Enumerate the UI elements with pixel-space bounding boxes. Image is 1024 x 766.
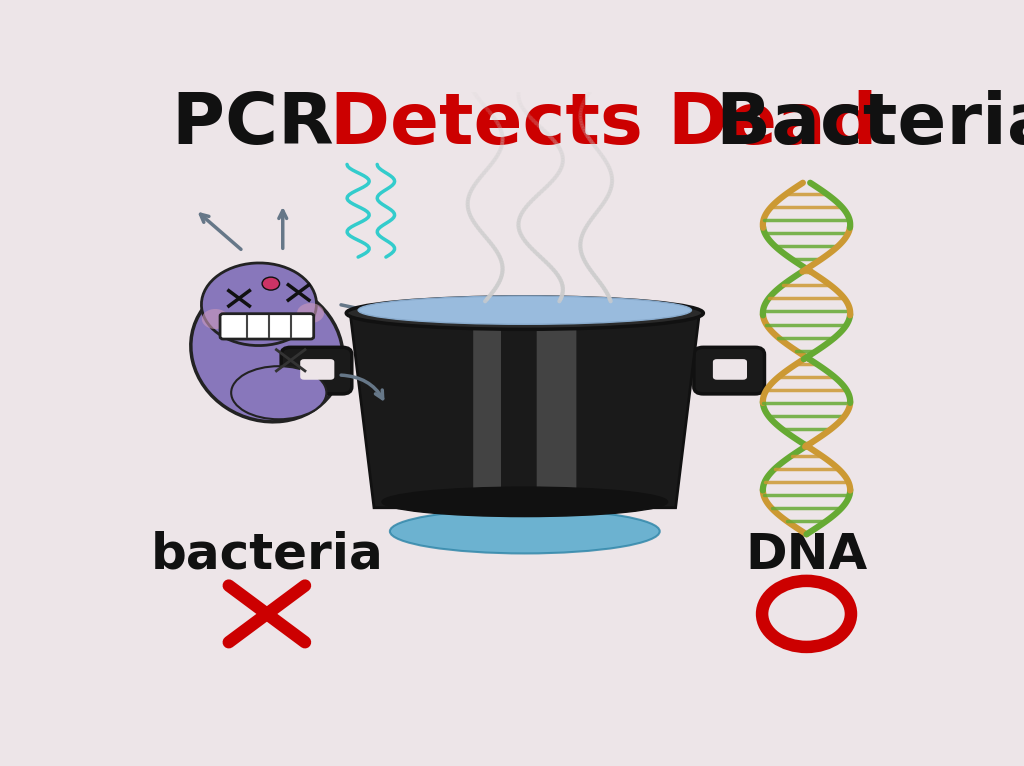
Ellipse shape bbox=[190, 281, 343, 422]
Polygon shape bbox=[465, 473, 480, 508]
Text: DNA: DNA bbox=[745, 531, 867, 579]
Ellipse shape bbox=[358, 296, 691, 324]
Text: PCR: PCR bbox=[172, 90, 358, 159]
Polygon shape bbox=[545, 466, 562, 508]
Circle shape bbox=[297, 303, 324, 323]
Text: Bacteria: Bacteria bbox=[691, 90, 1024, 159]
Ellipse shape bbox=[346, 297, 703, 329]
Ellipse shape bbox=[390, 509, 659, 554]
Polygon shape bbox=[465, 486, 473, 508]
Polygon shape bbox=[585, 473, 599, 508]
FancyBboxPatch shape bbox=[694, 347, 765, 394]
Polygon shape bbox=[505, 483, 514, 508]
Text: Detects Dead: Detects Dead bbox=[331, 90, 878, 159]
Text: bacteria: bacteria bbox=[151, 531, 383, 579]
Ellipse shape bbox=[202, 263, 316, 345]
Polygon shape bbox=[350, 313, 699, 508]
Ellipse shape bbox=[382, 487, 668, 516]
FancyBboxPatch shape bbox=[473, 322, 501, 493]
Polygon shape bbox=[505, 466, 522, 508]
Circle shape bbox=[202, 309, 228, 329]
Polygon shape bbox=[545, 483, 553, 508]
FancyBboxPatch shape bbox=[220, 314, 313, 339]
Polygon shape bbox=[585, 486, 592, 508]
FancyBboxPatch shape bbox=[537, 322, 577, 493]
Circle shape bbox=[262, 277, 280, 290]
FancyBboxPatch shape bbox=[713, 359, 748, 380]
Ellipse shape bbox=[231, 366, 327, 419]
FancyBboxPatch shape bbox=[282, 347, 352, 394]
FancyBboxPatch shape bbox=[300, 359, 334, 380]
